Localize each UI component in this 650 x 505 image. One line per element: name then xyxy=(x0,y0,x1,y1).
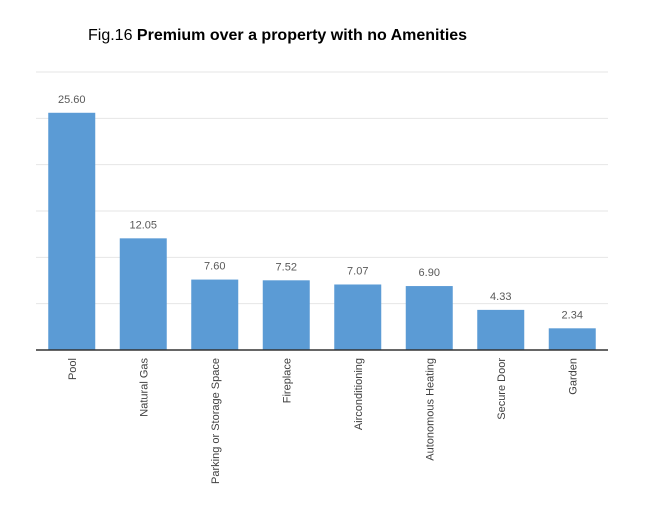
bar-garden xyxy=(548,328,596,350)
data-label: 25.60 xyxy=(58,94,86,106)
data-label: 2.34 xyxy=(562,309,583,321)
data-label: 4.33 xyxy=(490,291,511,303)
x-tick-label: Autonomous Heating xyxy=(424,358,436,461)
data-labels: 25.60 12.05 7.60 7.52 7.07 6.90 4.33 2.34 xyxy=(58,94,583,322)
data-label: 7.60 xyxy=(204,261,225,273)
figure-number: Fig.16 xyxy=(88,27,133,44)
bar-airconditioning xyxy=(334,284,382,350)
x-tick-label: Secure Door xyxy=(496,358,508,420)
x-tick-label: Parking or Storage Space xyxy=(210,358,222,484)
data-label: 12.05 xyxy=(129,219,157,231)
x-axis-labels: Pool Natural Gas Parking or Storage Space F… xyxy=(67,358,580,484)
data-label: 7.07 xyxy=(347,265,368,277)
bar-fireplace xyxy=(262,280,310,350)
bar-autonomous-heating xyxy=(405,286,453,350)
bar-natural-gas xyxy=(119,238,167,350)
x-tick-label: Pool xyxy=(67,358,79,380)
bar-parking-or-storage-space xyxy=(191,279,239,350)
x-tick-label: Natural Gas xyxy=(138,358,150,417)
data-label: 7.52 xyxy=(276,261,297,273)
figure-title-text: Premium over a property with no Amenitie… xyxy=(136,27,468,44)
figure-title: Fig.16 Premium over a property with no A… xyxy=(88,27,467,45)
bar-secure-door xyxy=(477,309,525,350)
x-tick-label: Garden xyxy=(567,358,579,395)
x-tick-label: Airconditioning xyxy=(353,358,365,430)
bar-pool xyxy=(48,112,96,350)
data-label: 6.90 xyxy=(419,267,440,279)
bars xyxy=(48,112,596,350)
x-tick-label: Fireplace xyxy=(281,358,293,403)
